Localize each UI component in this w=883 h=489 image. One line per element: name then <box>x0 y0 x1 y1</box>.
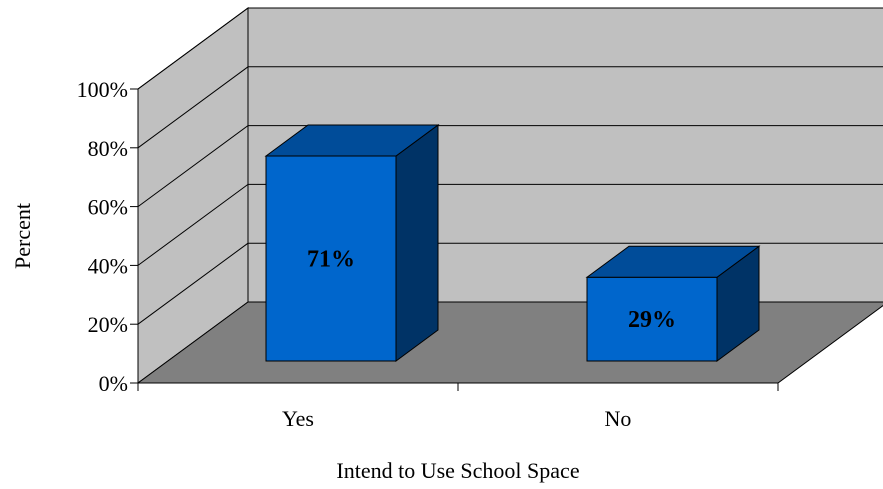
x-tick-label: No <box>605 406 632 431</box>
y-tick-label: 20% <box>88 312 128 337</box>
bar-side <box>395 124 439 362</box>
x-axis-title: Intend to Use School Space <box>336 458 579 483</box>
data-label: 71% <box>307 247 355 273</box>
y-tick-label: 80% <box>88 136 128 161</box>
bar-front <box>265 155 397 362</box>
data-label: 29% <box>628 307 676 333</box>
bar-front <box>586 276 718 362</box>
x-axis-ticks: Yes No <box>137 383 779 431</box>
y-tick-label: 100% <box>77 77 128 102</box>
y-tick-label: 0% <box>99 371 128 396</box>
bar-top <box>264 124 440 157</box>
y-axis-ticks: 0% 20% 40% 60% 80% 100% <box>77 77 138 396</box>
bars: 71% 29% <box>264 124 761 362</box>
bar-top <box>585 245 761 278</box>
gridline-side <box>137 183 249 266</box>
gridline-side <box>137 7 249 90</box>
y-axis-title: Percent <box>10 203 35 269</box>
y-tick-label: 60% <box>88 195 128 220</box>
x-tick-label: Yes <box>282 406 314 431</box>
floor <box>136 301 883 384</box>
gridline-side <box>137 66 249 149</box>
gridline-side <box>137 125 249 208</box>
gridline-side <box>137 242 249 325</box>
y-tick-label: 40% <box>88 253 128 278</box>
